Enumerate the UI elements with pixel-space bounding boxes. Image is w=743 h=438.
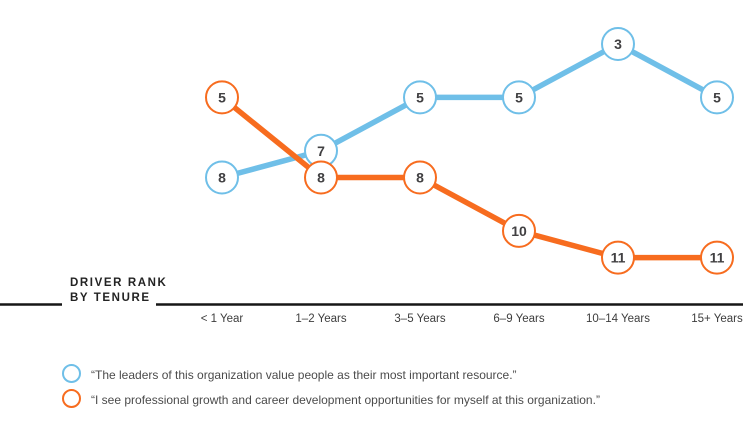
data-point-circle: [205, 160, 239, 195]
data-point-value: 5: [416, 89, 424, 105]
orange-series-legend-circle-icon: [62, 388, 81, 408]
data-point-value: 10: [511, 223, 527, 239]
x-axis-label: 15+ Years: [691, 313, 743, 325]
data-point-circle: [403, 160, 437, 195]
data-point-circle: [700, 240, 734, 275]
legend: “The leaders of this organization value …: [62, 363, 607, 412]
data-point-value: 8: [317, 170, 325, 186]
data-point-circle: [502, 213, 536, 248]
data-point-circle: [403, 80, 437, 115]
data-point-value: 11: [611, 250, 626, 266]
series-line-0: [219, 40, 720, 181]
data-point-circle: [205, 80, 239, 115]
data-point-value: 11: [710, 250, 725, 266]
data-point-value: 7: [317, 143, 325, 159]
axis-title-line1: DRIVER RANK: [70, 277, 168, 289]
data-point-circle: [700, 80, 734, 115]
blue-series-legend-circle-icon: [62, 364, 81, 383]
x-axis-label: 6–9 Years: [493, 313, 545, 325]
axis-title: DRIVER RANK BY TENURE: [70, 276, 167, 306]
data-point-value: 5: [713, 89, 721, 105]
legend-label-orange: “I see professional growth and career de…: [91, 392, 600, 407]
data-point-value: 3: [614, 36, 622, 52]
legend-item-orange: “I see professional growth and career de…: [62, 388, 607, 413]
data-point-value: 5: [218, 89, 226, 105]
legend-label-blue: “The leaders of this organization value …: [91, 368, 517, 382]
x-axis-label: < 1 Year: [200, 313, 244, 325]
legend-item-blue: “The leaders of this organization value …: [62, 363, 607, 388]
data-point-circle: [502, 80, 536, 115]
x-axis-label: 1–2 Years: [295, 313, 347, 325]
data-point-value: 8: [416, 170, 424, 186]
data-point-circle: [304, 160, 338, 195]
data-point-circle: [601, 240, 635, 275]
x-axis-label: 10–14 Years: [586, 313, 650, 325]
axis-title-line2: BY TENURE: [70, 292, 151, 304]
data-point-value: 8: [218, 170, 226, 186]
x-axis-label: 3–5 Years: [394, 313, 446, 325]
data-point-value: 5: [515, 89, 523, 105]
data-point-circle: [601, 27, 635, 61]
series-line-1: [219, 94, 720, 261]
